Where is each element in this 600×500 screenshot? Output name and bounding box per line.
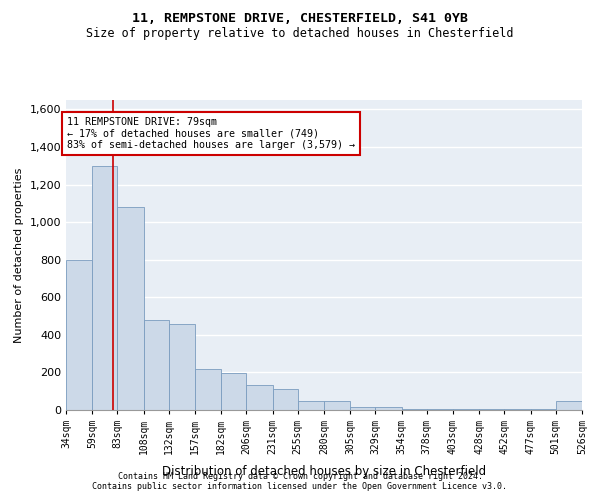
- Bar: [298, 400, 324, 410]
- Bar: [272, 390, 298, 410]
- Bar: [479, 409, 505, 410]
- Bar: [92, 166, 118, 410]
- Bar: [169, 324, 195, 410]
- Text: 11, REMPSTONE DRIVE, CHESTERFIELD, S41 0YB: 11, REMPSTONE DRIVE, CHESTERFIELD, S41 0…: [132, 12, 468, 26]
- Bar: [530, 409, 556, 410]
- Text: 11 REMPSTONE DRIVE: 79sqm
← 17% of detached houses are smaller (749)
83% of semi: 11 REMPSTONE DRIVE: 79sqm ← 17% of detac…: [67, 117, 355, 150]
- Bar: [221, 374, 247, 410]
- Bar: [453, 409, 479, 410]
- Bar: [350, 407, 376, 410]
- Bar: [195, 368, 221, 410]
- Bar: [247, 384, 272, 410]
- Bar: [118, 207, 143, 410]
- X-axis label: Distribution of detached houses by size in Chesterfield: Distribution of detached houses by size …: [162, 466, 486, 478]
- Bar: [66, 260, 92, 410]
- Bar: [324, 400, 350, 410]
- Text: Contains public sector information licensed under the Open Government Licence v3: Contains public sector information licen…: [92, 482, 508, 491]
- Bar: [376, 407, 401, 410]
- Bar: [143, 320, 169, 410]
- Bar: [556, 400, 582, 410]
- Bar: [505, 409, 530, 410]
- Text: Contains HM Land Registry data © Crown copyright and database right 2024.: Contains HM Land Registry data © Crown c…: [118, 472, 482, 481]
- Text: Size of property relative to detached houses in Chesterfield: Size of property relative to detached ho…: [86, 28, 514, 40]
- Bar: [401, 409, 427, 410]
- Bar: [427, 409, 453, 410]
- Y-axis label: Number of detached properties: Number of detached properties: [14, 168, 24, 342]
